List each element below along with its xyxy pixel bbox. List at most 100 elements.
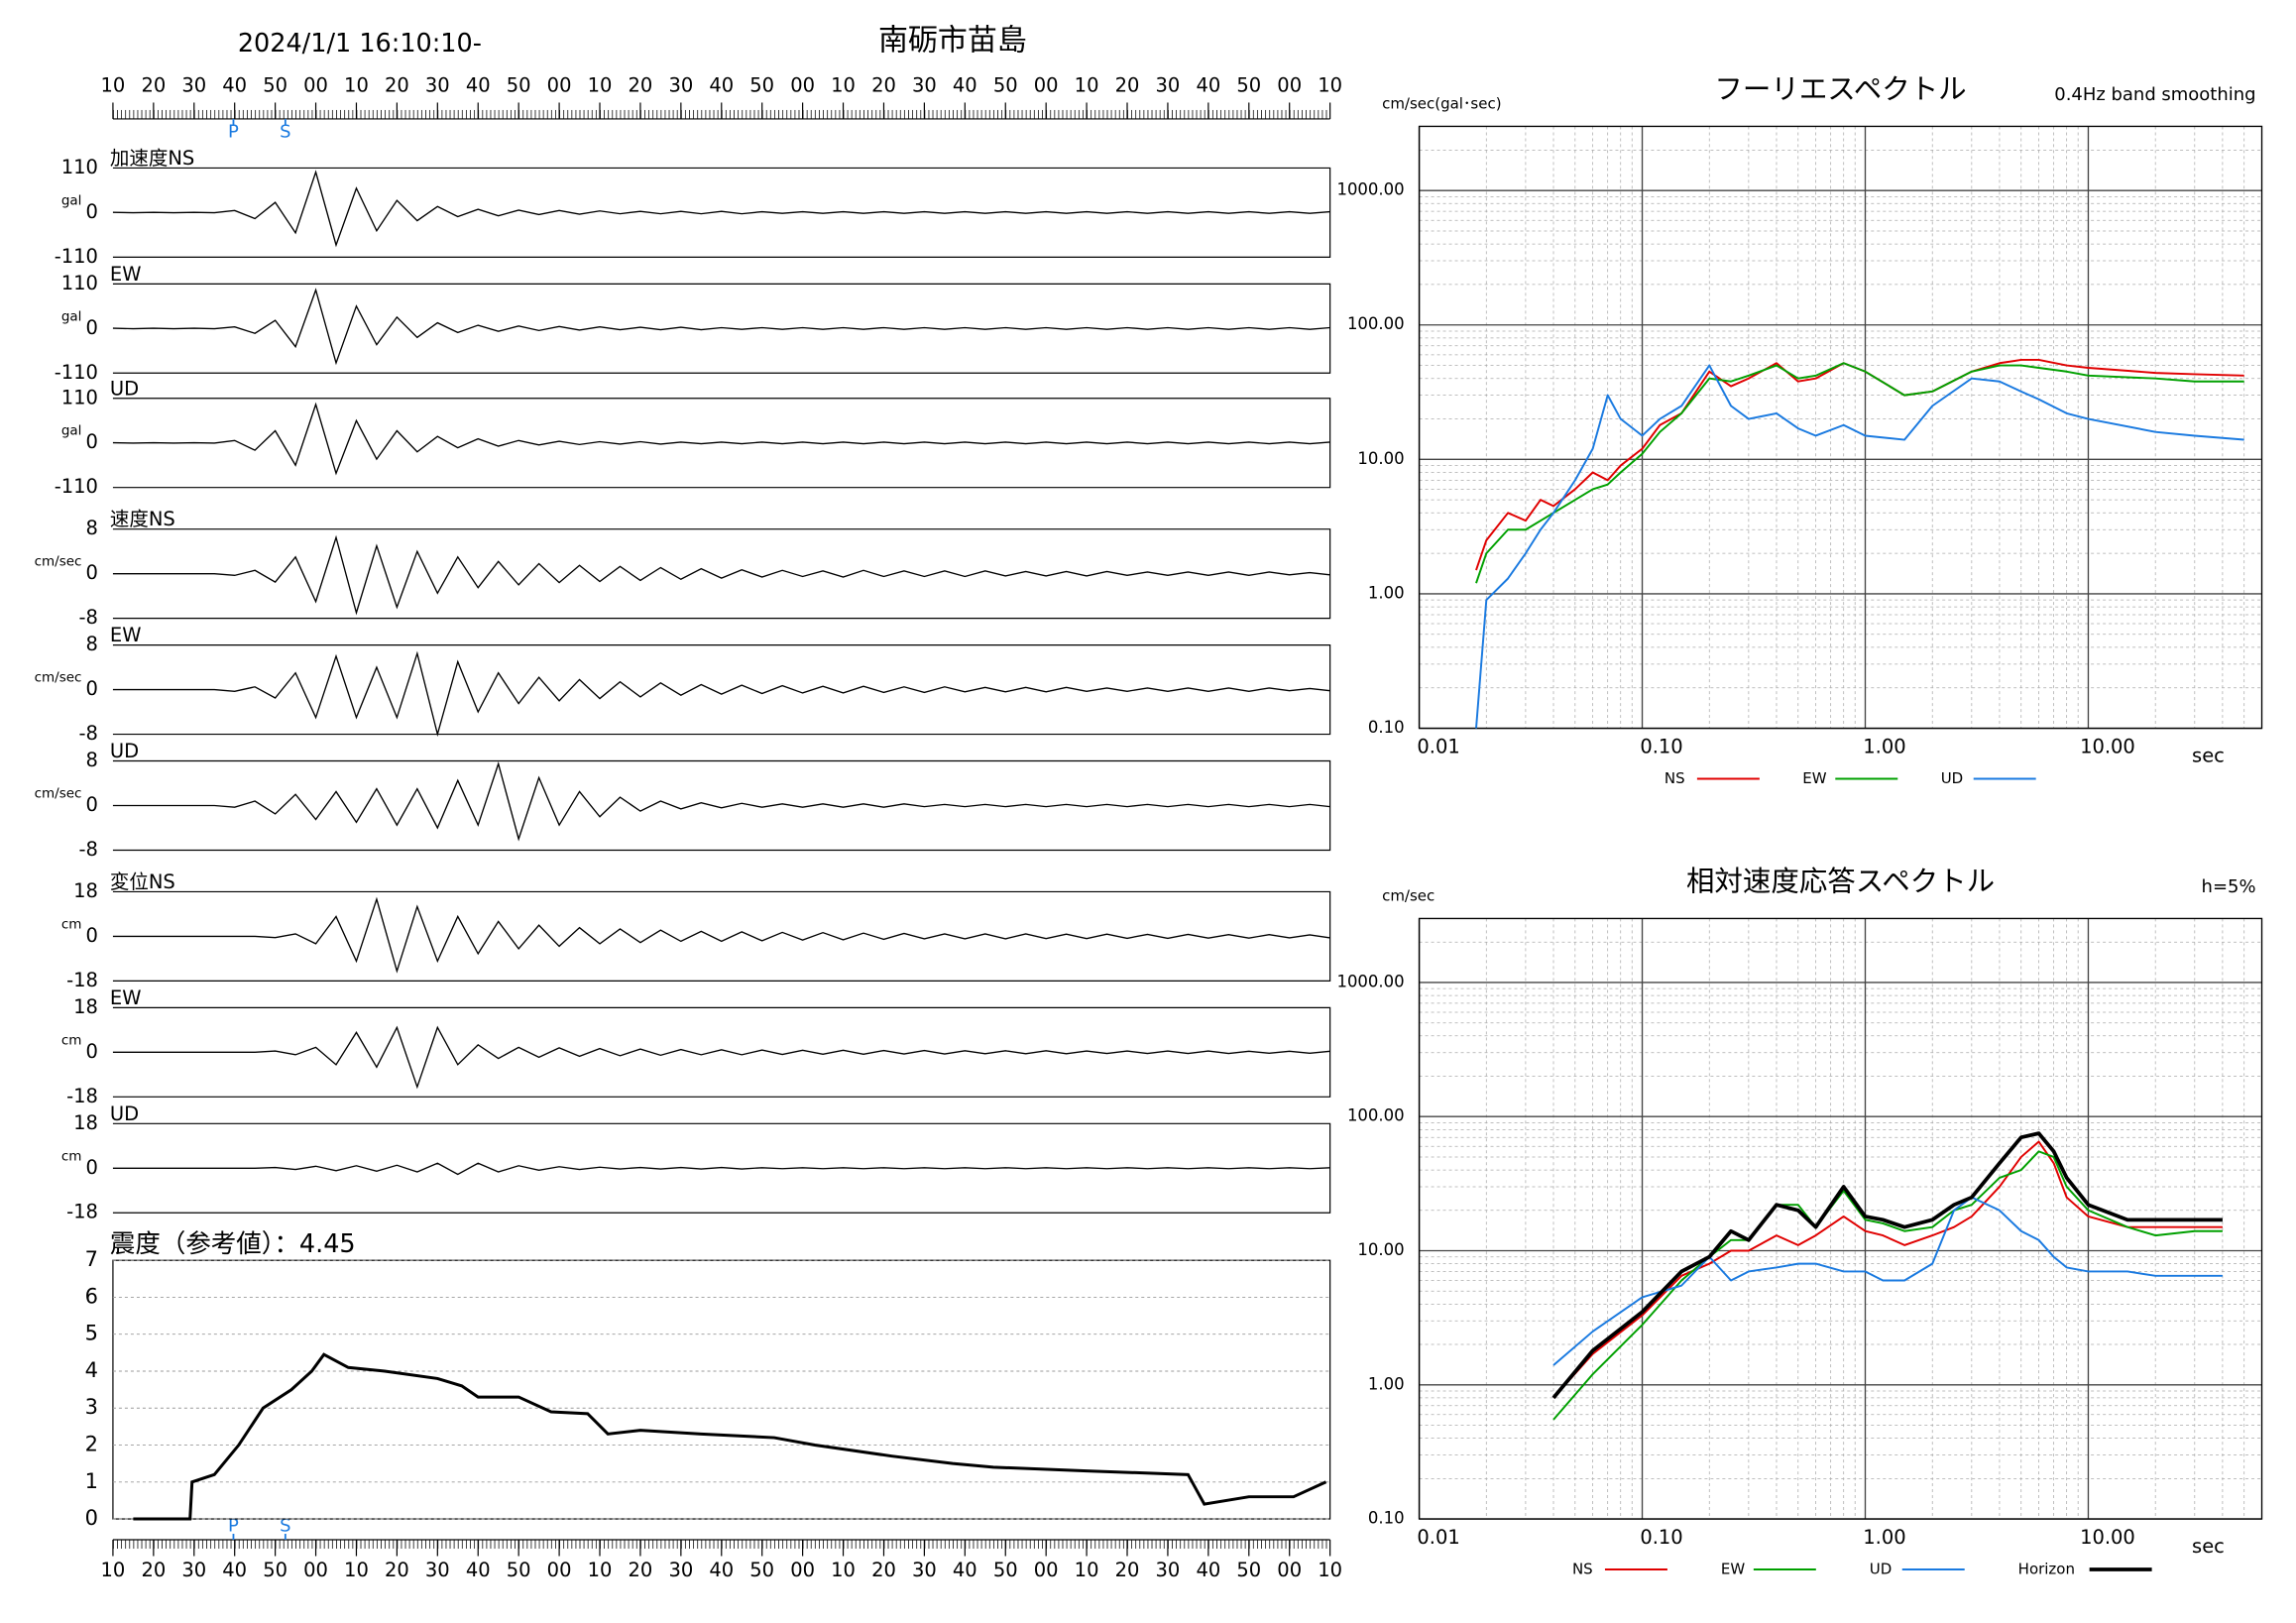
y-tick-label: 18 [73, 995, 98, 1018]
x-tick-label: 30 [912, 1559, 937, 1581]
x-tick-label: 00 [1277, 73, 1302, 96]
x-tick-label: 1.00 [1863, 1526, 1905, 1549]
x-tick-label: 10 [1075, 73, 1099, 96]
panel-title: 速度NS [110, 508, 175, 530]
intensity-title: 震度（参考値）：4.45 [110, 1229, 356, 1259]
panel-frame [112, 528, 1331, 620]
y-tick-label: 3 [85, 1395, 98, 1419]
y-tick-label: 100.00 [1347, 314, 1405, 333]
x-tick-label: 40 [466, 73, 491, 96]
waveform [112, 288, 1330, 366]
x-tick-label: 20 [871, 1559, 896, 1581]
phase-label: P [228, 1516, 239, 1537]
legend-label: NS [1665, 769, 1685, 787]
x-tick-label: 20 [385, 1559, 409, 1581]
x-tick-label: 30 [181, 73, 206, 96]
panel-title: UD [110, 1102, 139, 1125]
panel-frame [112, 398, 1331, 489]
spectrum-line [1552, 1140, 2223, 1399]
x-tick-label: 20 [871, 73, 896, 96]
y-tick-label: -8 [79, 606, 98, 629]
waveform [112, 1162, 1330, 1176]
x-tick-label: 40 [709, 73, 734, 96]
y-tick-label: -110 [55, 361, 98, 384]
y-tick-label: 0 [85, 1506, 98, 1530]
x-tick-label: 20 [385, 73, 409, 96]
x-axis-label: sec [2192, 1535, 2225, 1558]
y-axis-label: cm/sec [1382, 886, 1435, 904]
x-tick-label: 00 [303, 1559, 328, 1581]
x-tick-label: 10 [1318, 73, 1342, 96]
x-tick-label: 50 [263, 1559, 287, 1581]
y-tick-label: 0 [86, 793, 98, 816]
waveform [112, 402, 1330, 476]
x-tick-label: 40 [953, 73, 977, 96]
x-tick-label: 10.00 [2080, 1526, 2135, 1549]
panel-frame [112, 283, 1331, 374]
y-tick-label: 0 [86, 1040, 98, 1063]
panel-title: EW [110, 263, 142, 286]
y-tick-label: 100.00 [1347, 1106, 1405, 1125]
phase-label: S [280, 121, 290, 142]
x-tick-label: 10 [588, 73, 613, 96]
spectrum-line [1551, 1131, 2223, 1400]
y-tick-label: 0 [86, 924, 98, 947]
x-tick-label: 20 [629, 1559, 653, 1581]
x-tick-label: 00 [547, 73, 572, 96]
panel-unit: gal [61, 423, 82, 439]
station-name: 南砺市苗島 [878, 24, 1027, 58]
panel-title: 加速度NS [110, 147, 194, 170]
y-tick-label: -18 [66, 1085, 98, 1107]
y-tick-label: 1 [85, 1469, 98, 1493]
y-tick-label: -110 [55, 245, 98, 268]
intensity-line [133, 1352, 1327, 1521]
x-tick-label: 00 [790, 73, 815, 96]
spectrum-line [1475, 362, 2244, 584]
y-tick-label: 110 [61, 272, 98, 294]
x-tick-label: 40 [709, 1559, 734, 1581]
x-tick-label: 50 [993, 1559, 1018, 1581]
x-tick-label: 50 [749, 1559, 774, 1581]
x-tick-label: 00 [547, 1559, 572, 1581]
panel-title: EW [110, 986, 142, 1009]
waveform [112, 650, 1330, 738]
x-tick-label: 30 [425, 1559, 450, 1581]
x-tick-label: 30 [668, 1559, 693, 1581]
x-tick-label: 00 [303, 73, 328, 96]
x-tick-label: 50 [993, 73, 1018, 96]
x-tick-label: 30 [425, 73, 450, 96]
y-tick-label: 8 [86, 749, 98, 771]
x-tick-label: 40 [1196, 73, 1220, 96]
panel-title: 変位NS [110, 870, 175, 893]
chart-title: フーリエスペクトル [1714, 72, 1966, 105]
y-tick-label: 18 [73, 1111, 98, 1134]
y-tick-label: 110 [61, 156, 98, 178]
y-tick-label: 8 [86, 633, 98, 655]
x-tick-label: 0.10 [1640, 1526, 1682, 1549]
y-tick-label: 110 [61, 386, 98, 408]
y-tick-label: 0 [86, 677, 98, 700]
y-tick-label: 6 [85, 1284, 98, 1308]
panel-title: EW [110, 624, 142, 646]
waveform [112, 761, 1330, 842]
x-tick-label: 1.00 [1863, 736, 1905, 758]
y-tick-label: 0 [86, 200, 98, 223]
y-tick-label: 1.00 [1368, 1374, 1405, 1393]
x-tick-label: 50 [507, 73, 531, 96]
y-tick-label: 18 [73, 879, 98, 902]
x-tick-label: 50 [1236, 1559, 1261, 1581]
y-tick-label: 8 [86, 517, 98, 539]
waveform [112, 896, 1330, 974]
x-tick-label: 30 [181, 1559, 206, 1581]
y-tick-label: 4 [85, 1358, 98, 1382]
plot-frame [1418, 125, 2263, 730]
x-tick-label: 0.01 [1417, 1526, 1459, 1549]
x-tick-label: 50 [1236, 73, 1261, 96]
x-tick-label: 50 [507, 1559, 531, 1581]
x-tick-label: 10 [101, 1559, 126, 1581]
x-tick-label: 40 [466, 1559, 491, 1581]
x-tick-label: 10 [101, 73, 126, 96]
x-tick-label: 0.01 [1417, 736, 1459, 758]
x-tick-label: 40 [222, 73, 247, 96]
